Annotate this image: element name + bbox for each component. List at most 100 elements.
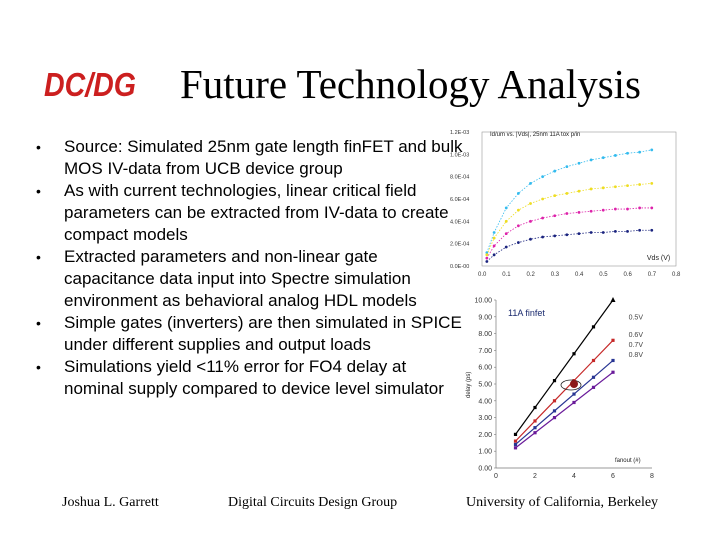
y-tick-label: 9.00: [478, 314, 492, 321]
x-tick-label: 6: [611, 473, 615, 480]
data-point: [529, 219, 532, 223]
y-tick-label: 1.00: [478, 449, 492, 456]
x-tick-label: 4: [572, 473, 576, 480]
data-point: [516, 208, 520, 212]
data-point: [650, 148, 654, 152]
series-line: [515, 360, 614, 445]
x-axis-label: Vds (V): [647, 255, 670, 262]
data-point: [611, 358, 615, 363]
y-tick-label: 0.0E-00: [450, 264, 469, 270]
footer-author: Joshua L. Garrett: [62, 495, 159, 510]
data-point: [591, 385, 596, 389]
x-tick-label: 2: [533, 473, 537, 480]
series-line: [486, 229, 652, 262]
data-point: [613, 185, 617, 189]
x-tick-label: 0.0: [478, 272, 487, 278]
series-label: 0.7V: [629, 342, 644, 349]
y-tick-label: 4.00: [478, 398, 492, 405]
bullet-dot: •: [36, 183, 41, 199]
series-label: 0.8V: [629, 352, 644, 359]
data-point: [485, 260, 489, 263]
data-point: [492, 253, 496, 257]
delay-fanout-chart: 0.00 1.00 2.00 3.00 4.00 5.00 6.00 7.00 8.00 9.00…: [456, 292, 660, 484]
data-point: [504, 206, 508, 210]
data-point: [541, 175, 545, 179]
series-line: [486, 207, 652, 259]
data-point: [650, 228, 654, 232]
x-tick-label: 0.2: [527, 272, 536, 278]
bullet-item: • Simple gates (inverters) are then simul…: [36, 312, 466, 356]
data-point: [516, 224, 520, 228]
data-point: [610, 297, 616, 302]
x-tick-label: 0.5: [599, 272, 608, 278]
y-tick-label: 1.2E-03: [450, 130, 469, 136]
slide-title: Future Technology Analysis: [180, 61, 642, 107]
data-point: [533, 431, 537, 435]
bullet-dot: •: [36, 249, 41, 265]
y-axis-label: delay (ps): [466, 372, 472, 398]
y-tick-label: 4.0E-04: [450, 219, 469, 225]
data-point: [541, 197, 545, 201]
data-point: [513, 442, 518, 447]
data-point: [572, 400, 576, 405]
bullet-list: • Source: Simulated 25nm gate length finF…: [36, 136, 466, 400]
y-tick-label: 6.0E-04: [450, 197, 469, 203]
data-point: [513, 439, 518, 443]
x-axis-label: fanout (#): [615, 458, 641, 464]
data-point: [638, 228, 642, 232]
data-point: [577, 232, 581, 236]
bullet-dot: •: [36, 139, 41, 155]
data-point: [485, 253, 489, 257]
data-point: [504, 245, 508, 249]
y-tick-label: 0.00: [478, 466, 492, 473]
data-point: [591, 325, 596, 329]
data-point: [529, 237, 532, 241]
data-point: [626, 207, 629, 211]
data-point: [589, 231, 593, 234]
data-point: [529, 181, 532, 185]
y-tick-label: 8.0E-04: [450, 175, 469, 181]
data-point: [577, 211, 581, 214]
x-tick-label: 0.8: [672, 272, 681, 278]
data-point: [504, 219, 508, 223]
series-label: 0.5V: [629, 314, 644, 321]
y-tick-label: 7.00: [478, 348, 492, 355]
data-point: [541, 216, 545, 220]
x-tick-label: 0.3: [551, 272, 560, 278]
data-point: [541, 235, 545, 239]
y-tick-label: 10.00: [474, 298, 492, 305]
data-point: [516, 241, 520, 244]
data-point: [553, 194, 557, 198]
bullet-dot: •: [36, 359, 41, 375]
data-point: [577, 189, 581, 193]
bullet-text: Simple gates (inverters) are then simula…: [64, 313, 462, 354]
data-point: [553, 234, 557, 238]
dcdg-logo: DC/DG: [42, 62, 140, 104]
data-point: [638, 206, 642, 210]
data-point: [492, 231, 496, 234]
data-point: [516, 192, 520, 195]
iv-curve-chart: 0.0E-00 2.0E-04 4.0E-04 6.0E-04 8.0E-04 1.0E-…: [448, 120, 716, 286]
footer-university: University of California, Berkeley: [466, 495, 659, 510]
series-line: [515, 299, 614, 435]
bullet-dot: •: [36, 315, 41, 331]
x-tick-label: 0.1: [502, 272, 511, 278]
data-point: [611, 338, 615, 342]
data-point: [650, 181, 654, 185]
data-point: [492, 236, 496, 240]
y-tick-label: 6.00: [478, 365, 492, 372]
data-point: [638, 183, 642, 186]
data-point: [650, 206, 654, 210]
data-point: [589, 187, 593, 191]
data-point: [565, 212, 569, 215]
data-point: [552, 416, 557, 420]
chart-title: 11A finfet: [508, 308, 545, 318]
data-point: [513, 446, 518, 450]
data-point: [601, 208, 605, 212]
footer-group: Digital Circuits Design Group: [228, 495, 398, 510]
data-point: [485, 251, 489, 255]
data-point: [613, 229, 617, 233]
data-point: [591, 375, 596, 379]
data-point: [577, 161, 581, 165]
series-line: [486, 182, 652, 255]
